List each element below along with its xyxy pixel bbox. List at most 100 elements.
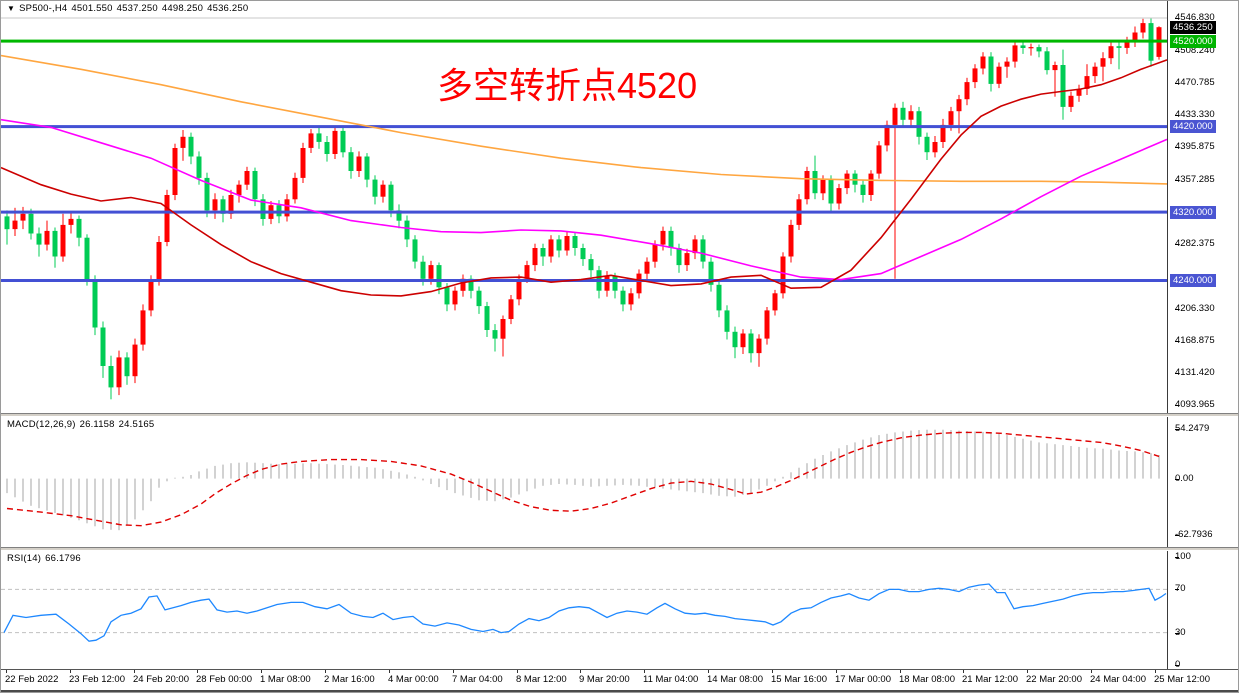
macd-label: MACD(12,26,9) [7,419,76,430]
macd-chart-canvas[interactable] [1,417,1167,547]
axis-tick-mark [1175,373,1179,375]
price-chart-canvas[interactable] [1,1,1167,413]
quote-high: 4537.250 [116,3,158,14]
time-axis-label: 8 Mar 12:00 [516,674,567,685]
time-tick-mark [1155,670,1156,673]
time-tick-mark [453,670,454,673]
time-axis[interactable]: 22 Feb 2022 23 Feb 12:00 24 Feb 20:00 28 Fe… [1,669,1238,692]
time-tick-mark [580,670,581,673]
rsi-axis-tick: 0 [1175,659,1180,671]
rsi-axis-tick: 70 [1175,583,1186,595]
price-badge-4320-000: 4320.000 [1170,205,1216,219]
price-badge-4420-000: 4420.000 [1170,120,1216,134]
time-tick-mark [389,670,390,673]
price-axis-tick: 4546.830 [1175,12,1215,24]
time-axis-label: 9 Mar 20:00 [579,674,630,685]
price-axis-tick: 4470.785 [1175,77,1215,89]
macd-axis-tick: 54.2479 [1175,423,1210,435]
time-tick-mark [6,670,7,673]
axis-tick-mark [1175,632,1179,634]
price-axis-tick: 4168.875 [1175,335,1215,347]
time-tick-mark [708,670,709,673]
axis-tick-mark [1175,429,1179,431]
ma-fast-red [1,59,1167,297]
axis-tick-mark [1175,51,1179,53]
time-tick-mark [772,670,773,673]
quote-low: 4498.250 [161,3,204,14]
time-tick-mark [70,670,71,673]
price-axis-tick: 4206.330 [1175,303,1215,315]
axis-tick-mark [1175,244,1179,246]
price-badge-4520-000: 4520.000 [1170,34,1216,48]
axis-tick-mark [1175,115,1179,117]
time-axis-label: 23 Feb 12:00 [69,674,125,685]
axis-tick-mark [1175,83,1179,85]
time-axis-label: 24 Mar 04:00 [1090,674,1146,685]
time-axis-label: 17 Mar 00:00 [835,674,891,685]
macd-header: MACD(12,26,9) 26.1158 24.5165 [7,419,158,430]
axis-tick-mark [1175,557,1179,558]
time-tick-mark [325,670,326,673]
quote-open: 4501.550 [71,3,113,14]
time-axis-label: 11 Mar 04:00 [643,674,699,685]
symbol-header: ▼ SP500-,H4 4501.550 4537.250 4498.250 4536.2… [7,3,252,14]
axis-tick-mark [1175,147,1179,149]
time-tick-mark [963,670,964,673]
symbol-name: SP500-,H4 [19,3,68,14]
price-axis-tick: 4433.330 [1175,109,1215,121]
time-tick-mark [1091,670,1092,673]
rsi-chart-canvas[interactable] [1,551,1167,667]
time-axis-label: 18 Mar 08:00 [899,674,955,685]
ma-mid-magenta [1,118,1167,281]
price-axis-tick: 4093.965 [1175,399,1215,411]
axis-tick-mark [1175,478,1179,480]
axis-tick-mark [1175,405,1179,407]
rsi-value: 66.1796 [45,553,81,564]
macd-value: 26.1158 [79,419,115,430]
chevron-down-icon[interactable]: ▼ [7,4,16,13]
time-axis-label: 28 Feb 00:00 [196,674,252,685]
time-tick-mark [836,670,837,673]
time-axis-label: 4 Mar 00:00 [388,674,439,685]
chart-annotation-text: 多空转折点4520 [437,65,698,106]
time-axis-label: 21 Mar 12:00 [962,674,1018,685]
rsi-axis-tick: 30 [1175,626,1186,638]
rsi-axis-tick: 100 [1175,551,1191,562]
price-axis-tick: 4131.420 [1175,367,1215,379]
price-axis-tick: 4282.375 [1175,238,1215,250]
time-axis-label: 25 Mar 12:00 [1154,674,1210,685]
time-axis-label: 22 Mar 20:00 [1026,674,1082,685]
macd-axis-tick: -62.7936 [1175,529,1213,541]
price-badge-4240-000: 4240.000 [1170,273,1216,287]
time-tick-mark [900,670,901,673]
rsi-line [3,583,1167,642]
price-axis: 4546.830 4508.240 4470.785 4433.330 4395.875… [1167,1,1238,671]
time-axis-label: 24 Feb 20:00 [133,674,189,685]
axis-tick-mark [1175,535,1179,537]
price-axis-tick: 4395.875 [1175,141,1215,153]
time-tick-mark [517,670,518,673]
pane-separator[interactable] [1,547,1238,551]
time-tick-mark [134,670,135,673]
time-axis-label: 14 Mar 08:00 [707,674,763,685]
time-axis-label: 22 Feb 2022 [5,674,59,685]
axis-tick-mark [1175,18,1179,20]
time-tick-mark [644,670,645,673]
axis-tick-mark [1175,341,1179,343]
ma-slow-orange [1,54,1167,185]
quote-close: 4536.250 [207,3,249,14]
price-badge-4536-250: 4536.250 [1170,20,1216,34]
axis-tick-mark [1175,665,1179,666]
price-axis-tick: 4357.285 [1175,174,1215,186]
time-tick-mark [261,670,262,673]
axis-tick-mark [1175,309,1179,311]
macd-axis-tick: 0.00 [1175,472,1194,484]
time-axis-label: 7 Mar 04:00 [452,674,503,685]
rsi-label: RSI(14) [7,553,42,564]
pane-separator[interactable] [1,413,1238,417]
axis-tick-mark [1175,180,1179,182]
time-tick-mark [197,670,198,673]
rsi-header: RSI(14) 66.1796 [7,553,85,564]
macd-signal-line [6,431,1160,527]
